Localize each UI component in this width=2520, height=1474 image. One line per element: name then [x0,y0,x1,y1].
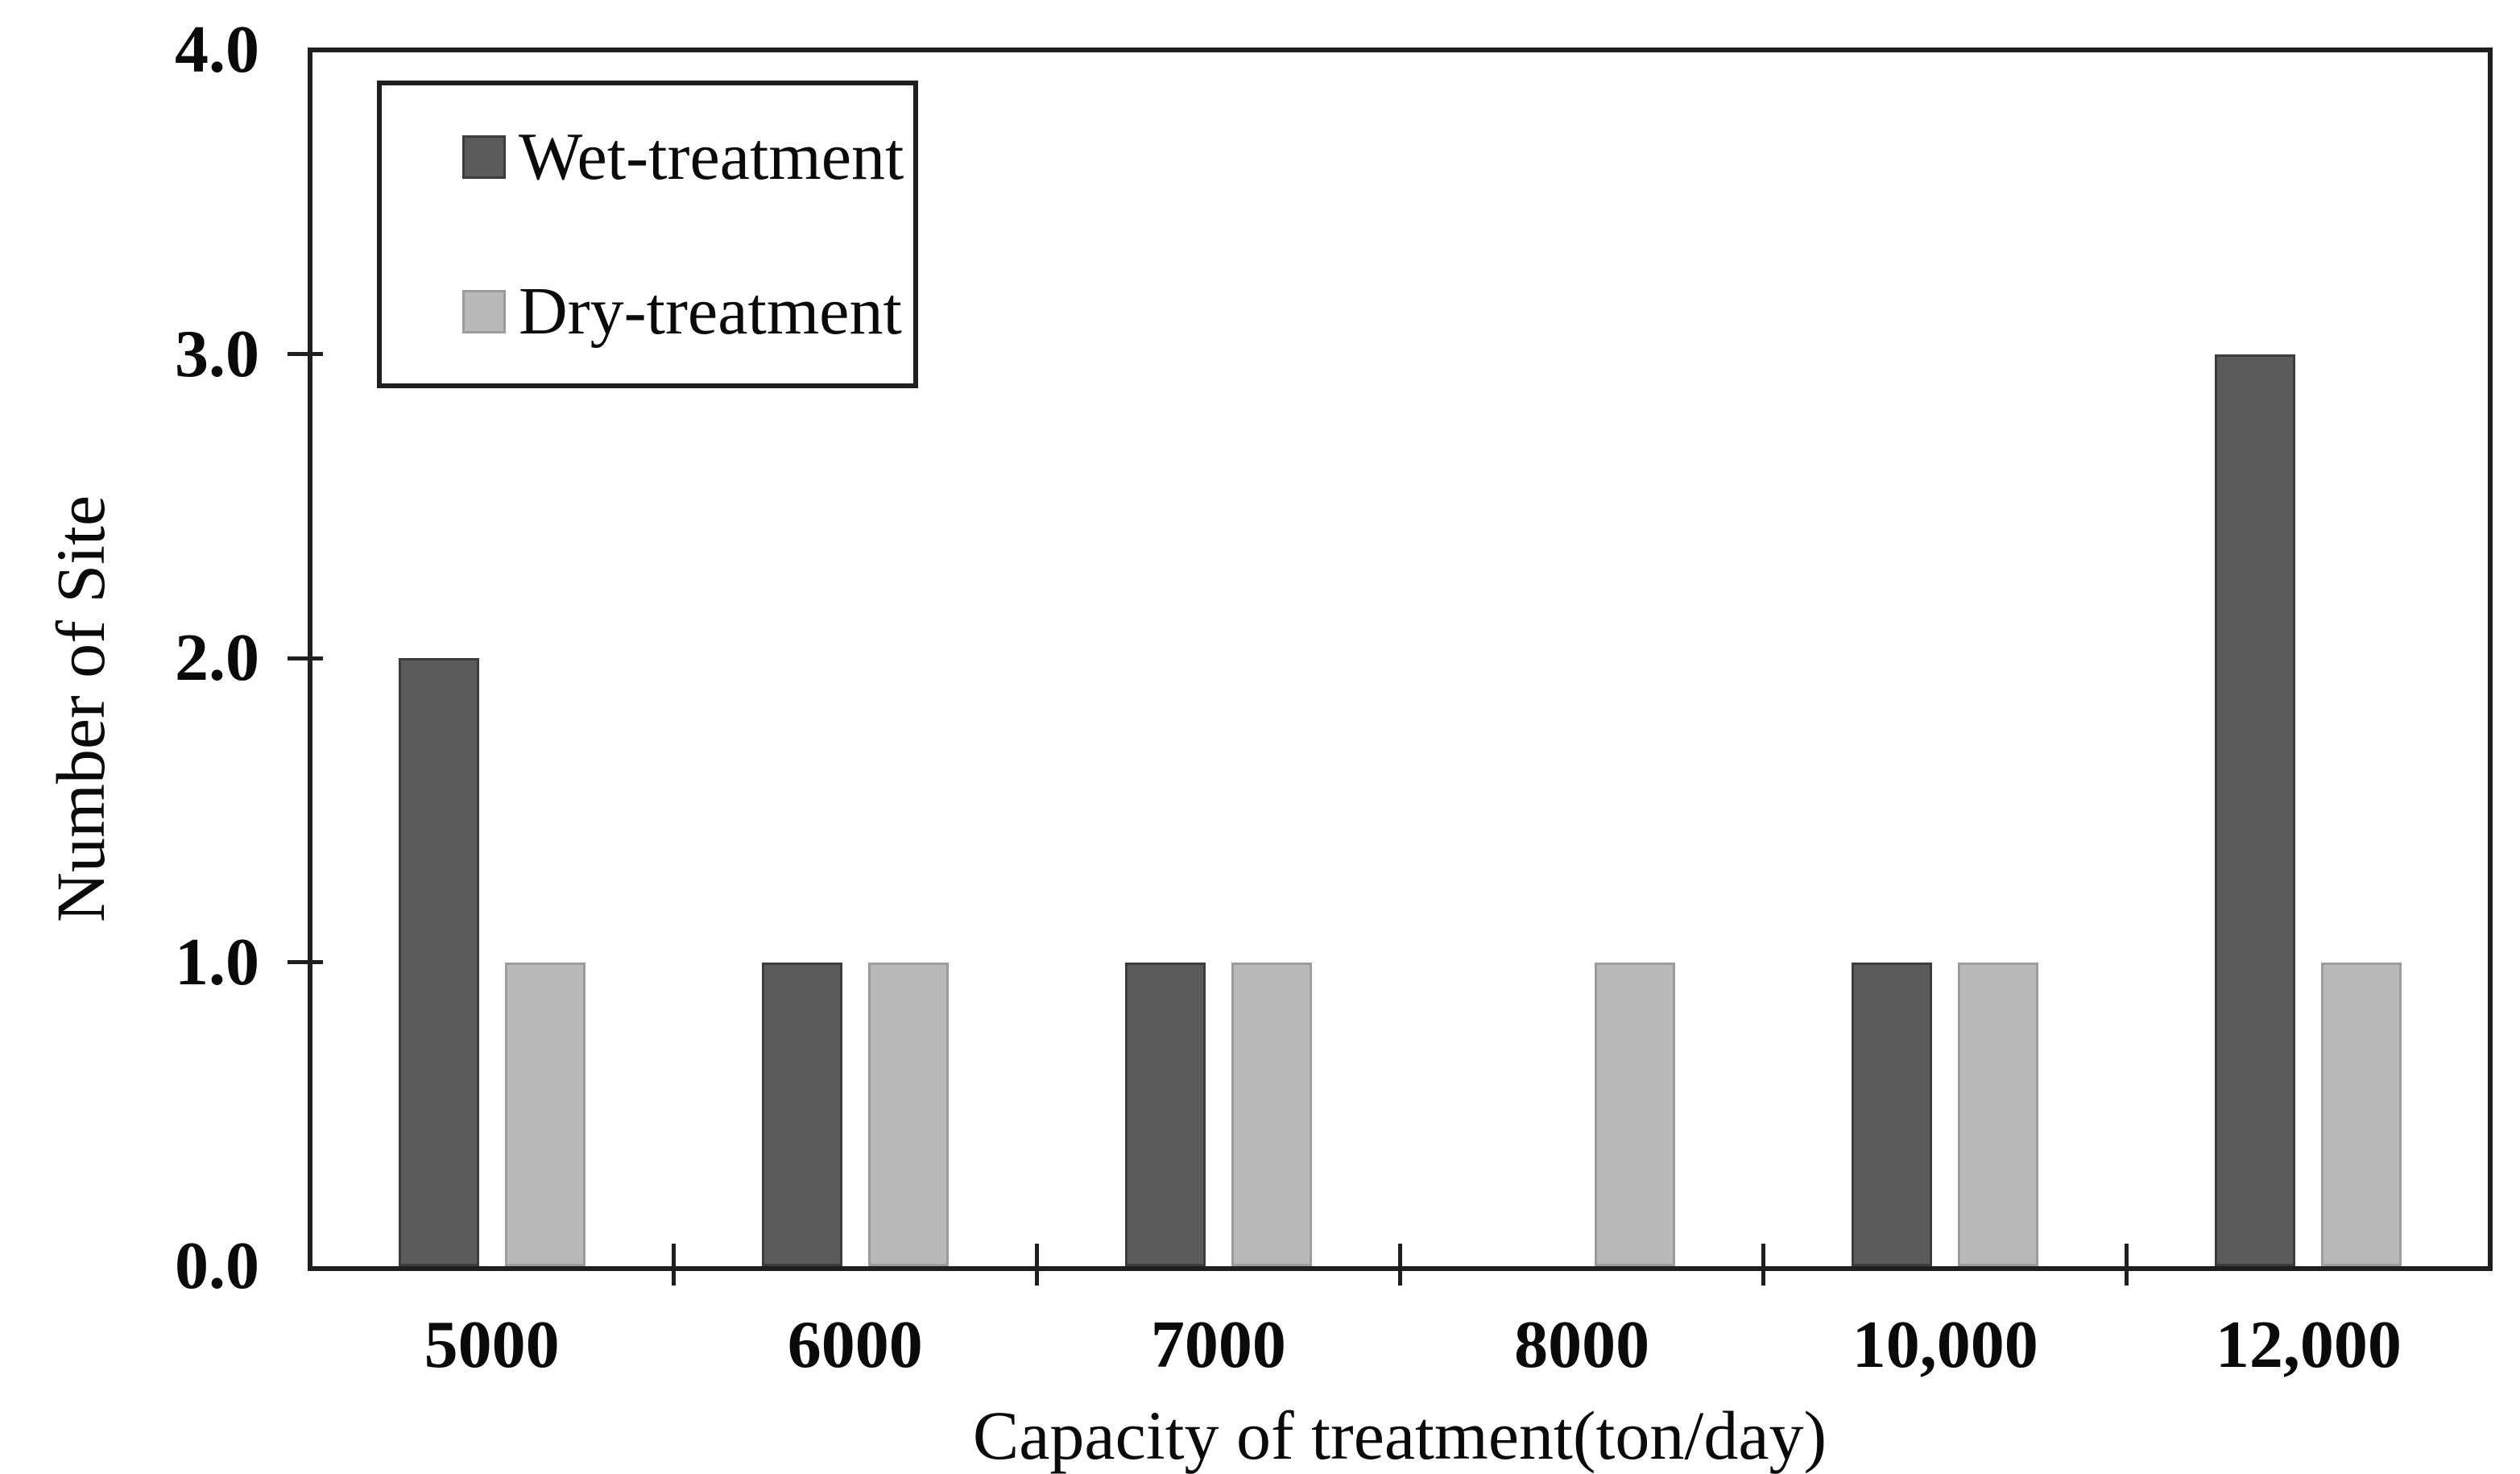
bar-wet-treatment-12000 [2215,354,2296,1266]
x-axis-tick-mark [1034,1244,1039,1286]
bar-wet-treatment-6000 [761,962,842,1266]
y-axis-title: Number of Site [42,495,119,923]
x-tick-label-12000: 12,000 [2215,1307,2402,1382]
dry-treatment-swatch-icon [462,290,506,333]
y-tick-label: 1.0 [175,924,259,1000]
x-axis-title: Capacity of treatment(ton/day) [972,1397,1827,1474]
y-tick-label: 0.0 [175,1228,259,1303]
legend-item-wet-treatment: Wet-treatment [462,113,913,201]
x-axis-tick-mark [2125,1244,2129,1286]
legend: Wet-treatment Dry-treatment [377,81,918,388]
bar-dry-treatment-8000 [1595,962,1676,1266]
legend-label-wet-treatment: Wet-treatment [519,119,904,194]
bar-wet-treatment-5000 [398,658,479,1266]
x-axis-tick-mark [1398,1244,1402,1286]
y-tick-label: 2.0 [175,620,259,695]
y-axis-tick-mark [288,352,323,356]
y-axis-tick-mark [288,656,323,660]
y-axis-tick-mark [288,960,323,964]
legend-label-dry-treatment: Dry-treatment [519,274,902,349]
y-tick-label: 3.0 [175,316,259,391]
bar-wet-treatment-10000 [1852,962,1933,1266]
bar-wet-treatment-7000 [1124,962,1206,1266]
bar-dry-treatment-7000 [1231,962,1312,1266]
legend-item-dry-treatment: Dry-treatment [462,267,913,356]
y-tick-label: 4.0 [175,12,259,87]
x-tick-label-6000: 6000 [787,1307,923,1382]
bar-dry-treatment-10000 [1958,962,2039,1266]
x-axis-tick-mark [1761,1244,1766,1286]
bar-dry-treatment-5000 [504,962,586,1266]
x-tick-label-5000: 5000 [424,1307,560,1382]
wet-treatment-swatch-icon [462,135,506,179]
bar-dry-treatment-12000 [2321,962,2402,1266]
x-tick-label-10000: 10,000 [1852,1307,2038,1382]
bar-dry-treatment-6000 [867,962,949,1266]
x-tick-label-7000: 7000 [1150,1307,1286,1382]
x-tick-label-8000: 8000 [1514,1307,1650,1382]
x-axis-tick-mark [671,1244,676,1286]
